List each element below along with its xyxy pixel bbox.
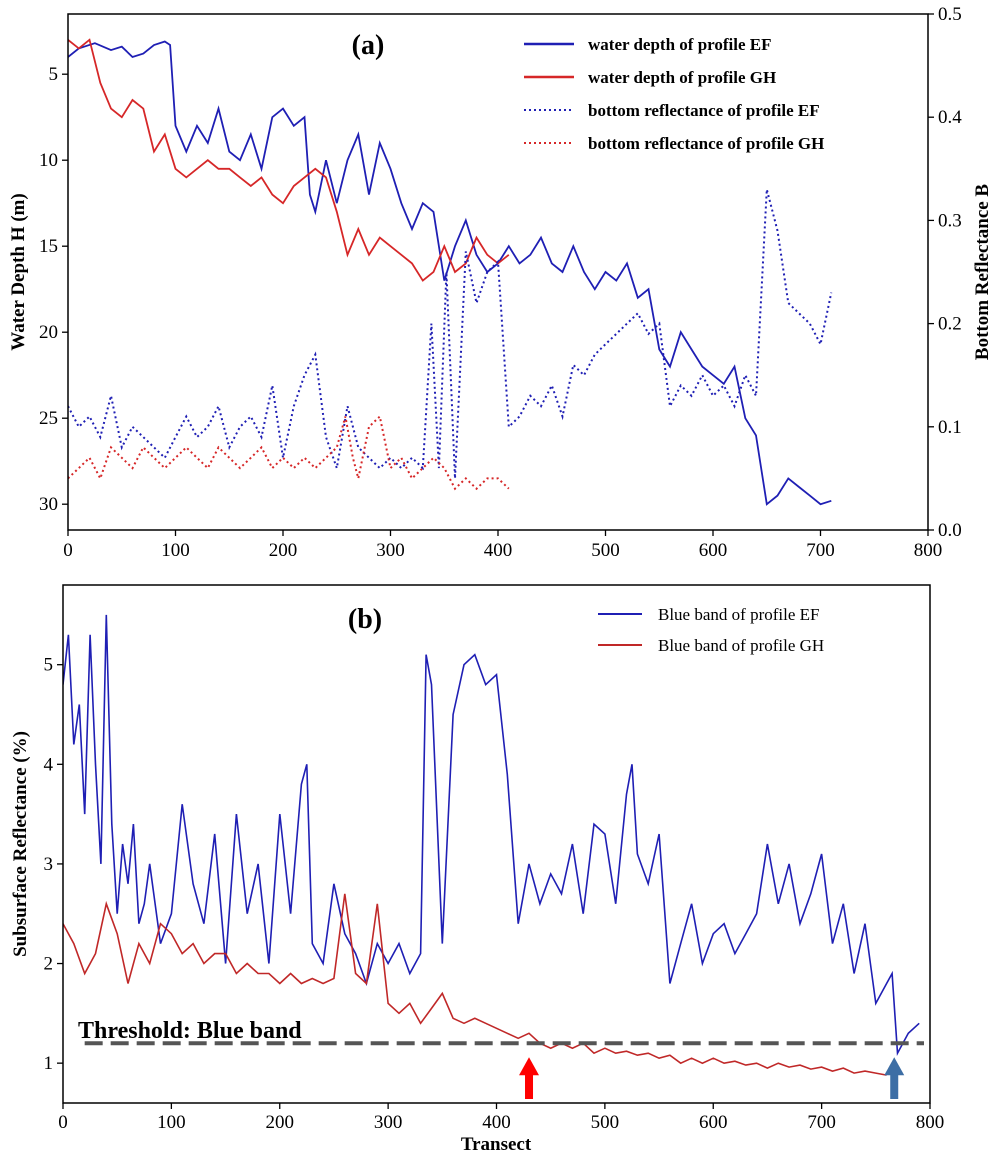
panel-b-legend: Blue band of profile EF Blue band of pro…	[598, 605, 824, 655]
panel-b-series-1	[63, 893, 887, 1076]
panel-b-label: (b)	[348, 604, 382, 635]
panel-b-xtick-label: 300	[374, 1112, 403, 1133]
panel-b-ytick-label: 2	[44, 954, 54, 975]
panel-b-xlabel: Transect	[461, 1134, 532, 1155]
panel-a-ytick-label: 10	[39, 150, 58, 171]
panel-b-ytick-label: 5	[44, 655, 54, 676]
panel-a-ytick-label: 20	[39, 322, 58, 343]
panel-a-ytick-label: 15	[39, 236, 58, 257]
legend-label-ef-depth: water depth of profile EF	[588, 35, 772, 54]
panel-b-ytick-label: 1	[44, 1053, 54, 1074]
panel-a-xtick-label: 600	[699, 540, 728, 561]
panel-b: 0 100 200 300 400 500 600 700 800 1 2 3 4 5 (b) Subsu…	[10, 584, 945, 1155]
legend-label-ef-blue: Blue band of profile EF	[658, 605, 819, 624]
panel-a-xtick-label: 200	[269, 540, 298, 561]
panel-a-label: (a)	[352, 30, 385, 61]
panel-a-y2tick-label: 0.3	[938, 210, 962, 231]
panel-a-y2tick-label: 0.5	[938, 4, 962, 25]
panel-a-legend: water depth of profile EF water depth of…	[524, 35, 824, 153]
panel-b-ytick-label: 3	[44, 854, 54, 875]
panel-b-xtick-label: 500	[591, 1112, 620, 1133]
legend-label-gh-reflectance: bottom reflectance of profile GH	[588, 134, 824, 153]
panel-b-xtick-label: 0	[58, 1112, 68, 1133]
legend-label-ef-reflectance: bottom reflectance of profile EF	[588, 101, 820, 120]
panel-b-xtick-label: 100	[157, 1112, 186, 1133]
panel-a-xtick-label: 800	[914, 540, 943, 561]
panel-b-ylabel: Subsurface Reflectance (%)	[10, 731, 31, 957]
panel-a-y2tick-label: 0.2	[938, 314, 962, 335]
panel-a-ytick-label: 25	[39, 408, 58, 429]
panel-a-y2tick-label: 0.4	[938, 107, 962, 128]
panel-a-frame	[67, 13, 929, 531]
panel-a-ylabel: Water Depth H (m)	[8, 193, 29, 350]
panel-a-series-1	[68, 38, 510, 282]
panel-a-xtick-label: 700	[806, 540, 835, 561]
panel-a-xtick-label: 100	[161, 540, 190, 561]
panel-a-xtick-label: 500	[591, 540, 620, 561]
panel-a-ytick-label: 5	[49, 64, 59, 85]
panel-a-y2tick-label: 0.1	[938, 417, 962, 438]
panel-b-series-0	[63, 614, 920, 1057]
panel-b-xtick-label: 200	[266, 1112, 295, 1133]
panel-a-series-2	[68, 189, 833, 479]
panel-b-xtick-label: 700	[807, 1112, 836, 1133]
panel-a-xtick-label: 0	[63, 540, 73, 561]
panel-a-y2label: Bottom Reflectance B	[972, 184, 993, 361]
threshold-label: Threshold: Blue band	[78, 1018, 302, 1044]
legend-label-gh-blue: Blue band of profile GH	[658, 636, 824, 655]
legend-label-gh-depth: water depth of profile GH	[588, 68, 776, 87]
panel-a: 0 100 200 300 400 500 600 700 800 5 10 15 20 25 30 0.0 0…	[8, 4, 993, 561]
blue-arrow	[884, 1057, 905, 1099]
panel-a-ytick-label: 30	[39, 494, 58, 515]
panel-b-xtick-label: 400	[482, 1112, 511, 1133]
panel-a-xtick-label: 300	[376, 540, 405, 561]
panel-b-xtick-label: 800	[916, 1112, 945, 1133]
panel-b-xtick-label: 600	[699, 1112, 728, 1133]
panel-a-series-0	[68, 40, 832, 506]
panel-a-y2tick-label: 0.0	[938, 520, 962, 541]
panel-a-xtick-label: 400	[484, 540, 513, 561]
red-arrow	[519, 1057, 540, 1099]
panel-b-ytick-label: 4	[44, 754, 54, 775]
